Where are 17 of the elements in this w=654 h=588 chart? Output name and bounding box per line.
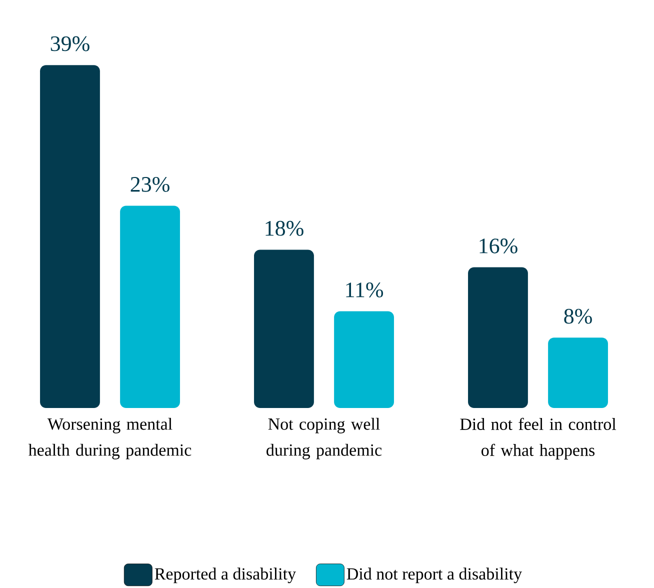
data-label: 23%	[130, 176, 170, 192]
bar	[548, 338, 608, 408]
data-label: 16%	[480, 238, 518, 254]
legend-label: Reported a disability	[154, 568, 296, 584]
bar	[334, 311, 394, 408]
bar	[120, 206, 180, 408]
bar	[254, 250, 314, 408]
data-label: 39%	[50, 36, 90, 52]
legend-label: Did not report a disability	[346, 568, 522, 584]
x-tick-label: Worsening mental health during pandemic	[28, 418, 192, 460]
data-label: 18%	[266, 220, 304, 236]
x-tick-label: Did not feel in control of what happens	[460, 418, 616, 460]
bar	[40, 65, 100, 408]
x-tick-label: Not coping well during pandemic	[266, 418, 382, 460]
data-label: 8%	[564, 308, 592, 324]
data-label: 11%	[346, 282, 384, 298]
bar	[468, 267, 528, 408]
